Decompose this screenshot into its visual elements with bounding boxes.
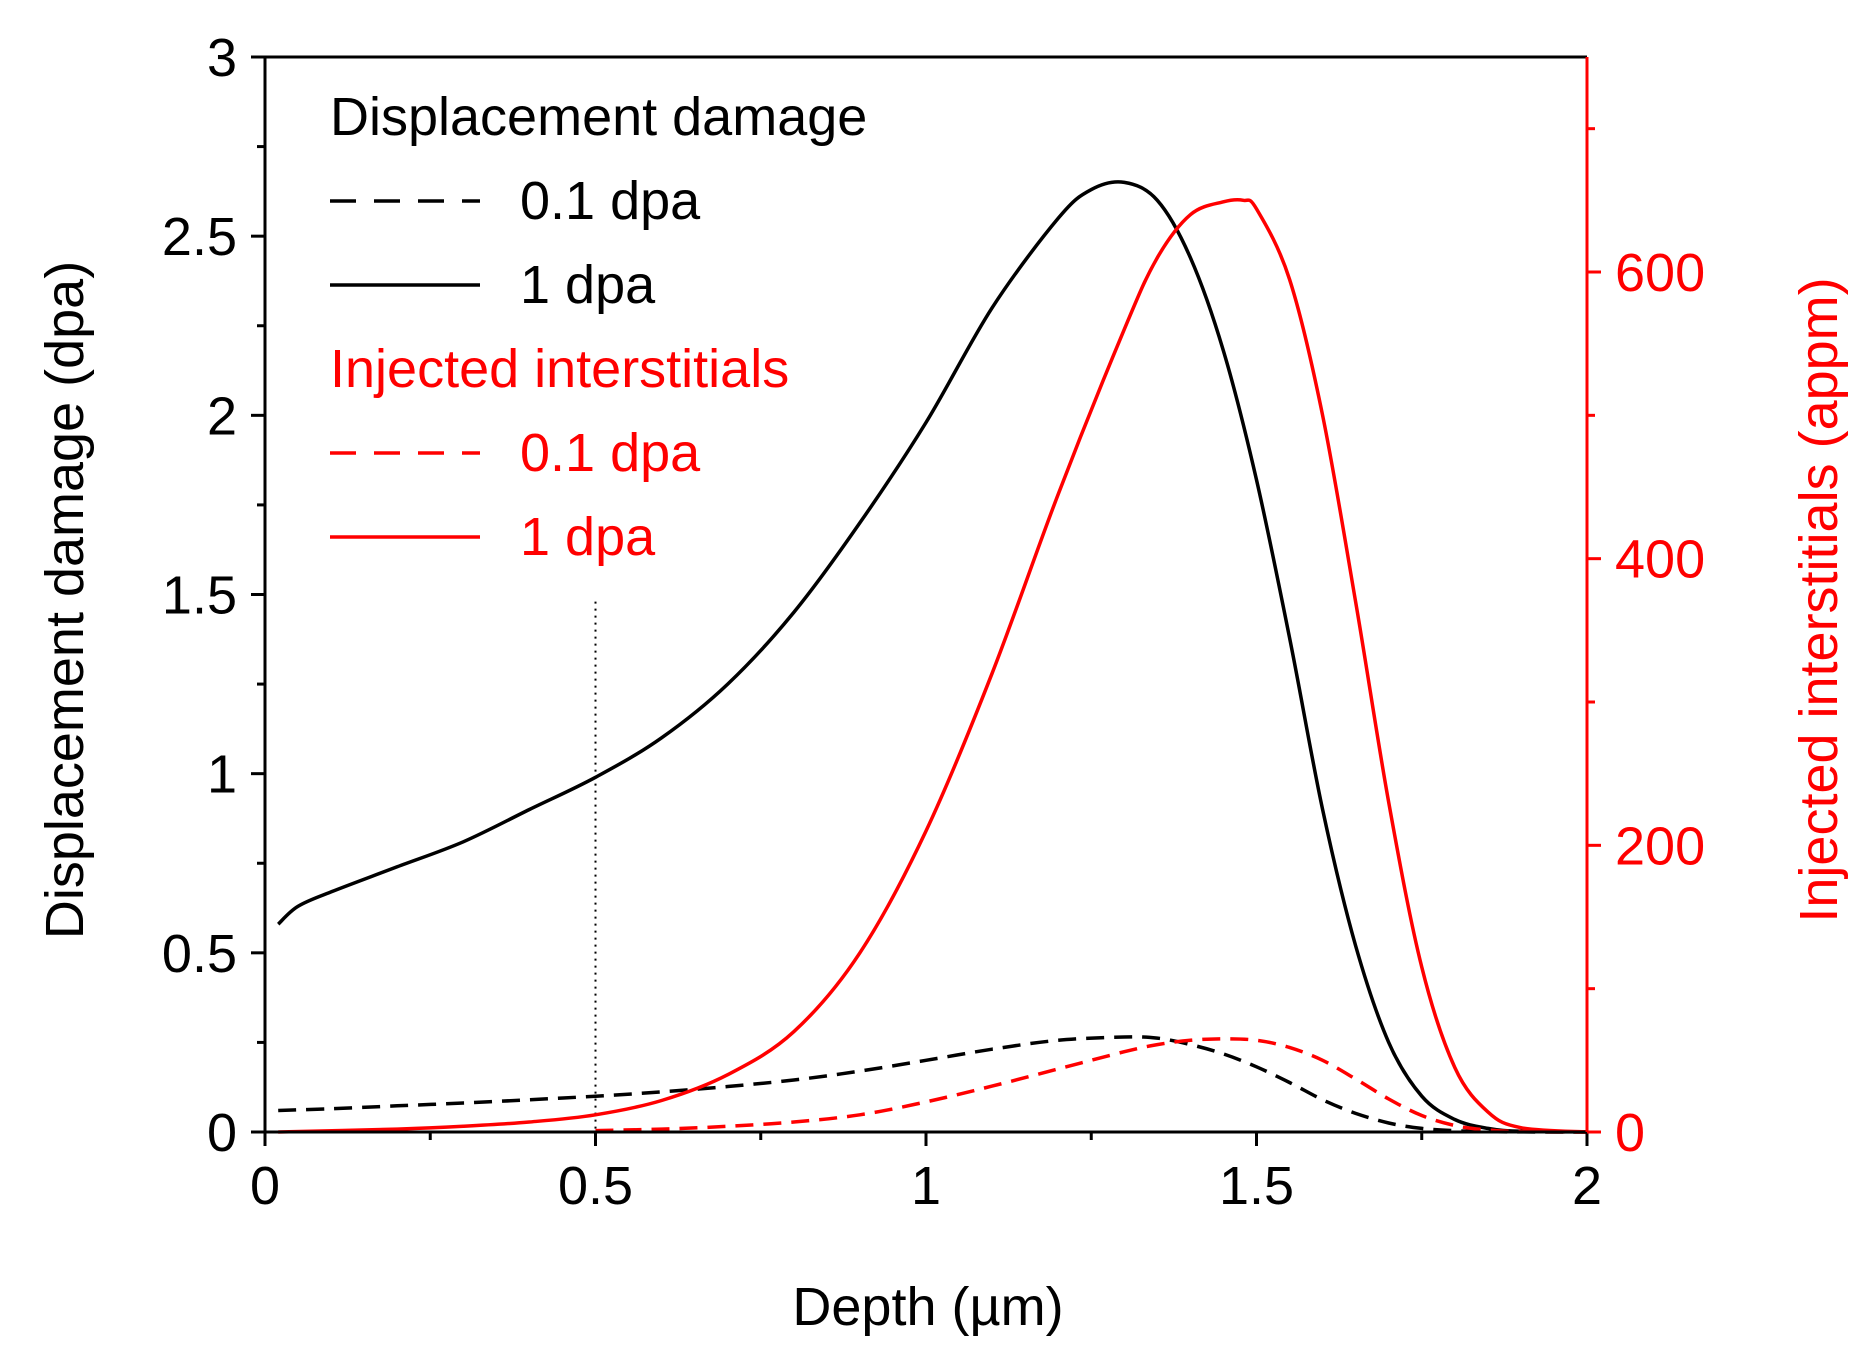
y-tick-label: 1.5 [162,566,237,626]
y-tick-label: 0.5 [162,924,237,984]
legend-label: 0.1 dpa [520,423,701,483]
legend-title: Injected interstitials [330,339,789,399]
y-axis-title: Displacement damage (dpa) [35,261,95,939]
legend-label: 0.1 dpa [520,171,701,231]
y-tick-label: 2 [207,386,237,446]
series-line-injected-interstitials-1-dpa [278,197,1588,1134]
series-line-displacement-damage-1-dpa [276,180,1588,1134]
series-line-displacement-damage-0-1-dpa [278,1035,1588,1134]
x-tick-label: 1.5 [1219,1156,1294,1216]
x-tick-label: 0.5 [558,1156,633,1216]
plot-area [276,180,1588,1134]
axes [263,55,1589,1134]
y-tick-label: 3 [207,28,237,88]
legend-title: Displacement damage [330,87,867,147]
y2-tick-label: 0 [1615,1103,1645,1163]
y2-axis-title: Injected interstitials (appm) [1789,277,1849,922]
y-tick-label: 2.5 [162,207,237,267]
x-tick-label: 0 [250,1156,280,1216]
y-tick-label: 1 [207,745,237,805]
legend: Displacement damage 0.1 dpa 1 dpa Injected … [330,87,867,567]
y2-tick-label: 200 [1615,816,1705,876]
x-axis-title: Depth (µm) [792,1277,1063,1337]
x-tick-label: 1 [911,1156,941,1216]
y2-tick-label: 400 [1615,530,1705,590]
legend-label: 1 dpa [520,255,656,315]
y2-tick-label: 600 [1615,243,1705,303]
x-tick-label: 2 [1572,1156,1602,1216]
y-tick-label: 0 [207,1103,237,1163]
legend-label: 1 dpa [520,507,656,567]
series-line-injected-interstitials-0-1-dpa [595,1037,1588,1134]
